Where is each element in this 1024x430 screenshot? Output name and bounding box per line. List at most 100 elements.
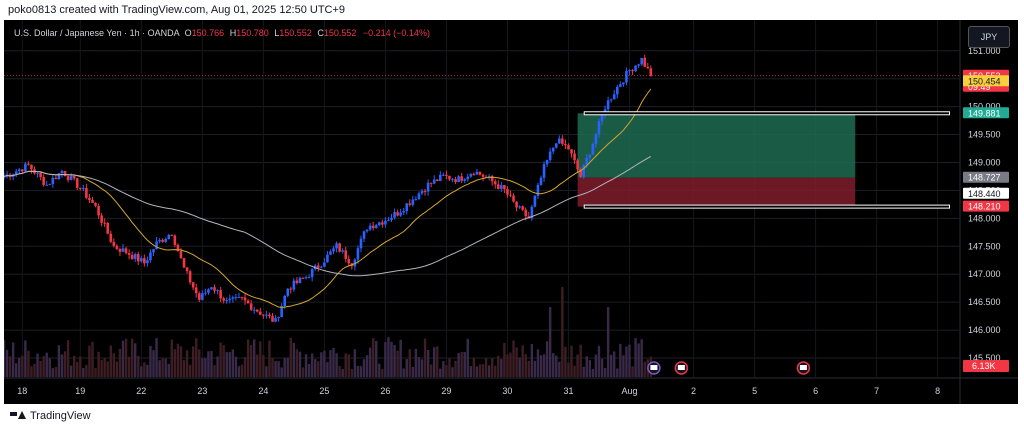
volume-bar (60, 354, 64, 377)
candle (149, 249, 152, 263)
candle-body (643, 57, 647, 67)
volume-bar (8, 356, 12, 377)
price-tick-label: 150.000 (968, 102, 1001, 112)
candle-body (45, 184, 49, 186)
volume-label-badge (963, 360, 1009, 372)
volume-bar (286, 357, 289, 377)
candle-body (97, 205, 100, 216)
candle (97, 203, 100, 219)
candle (222, 296, 225, 304)
candle (615, 84, 619, 99)
stop-loss-zone[interactable] (577, 177, 856, 207)
time-tick-label: 31 (563, 386, 573, 396)
volume-bar (33, 363, 36, 377)
slow-moving-average-line (4, 156, 652, 277)
candle (36, 171, 39, 178)
time-tick-label: 18 (17, 386, 27, 396)
candle-body (167, 234, 171, 239)
candle (493, 179, 497, 189)
volume-bar (561, 287, 564, 377)
candle-body (472, 174, 476, 176)
volume-bar (320, 352, 323, 377)
candle (66, 175, 70, 183)
candle (143, 254, 146, 267)
candle (402, 207, 405, 215)
currency-button[interactable]: JPY (968, 26, 1010, 48)
candle (628, 69, 631, 76)
price-tick-label: 151.000 (968, 46, 1001, 56)
candle (457, 175, 460, 183)
candle (225, 297, 229, 304)
candle-body (133, 254, 137, 259)
candle-body (286, 288, 290, 296)
volume-bar (234, 356, 238, 377)
volume-bar (167, 363, 170, 377)
volume-bar (57, 345, 61, 377)
take-profit-zone[interactable] (577, 113, 856, 178)
volume-bar (463, 352, 466, 377)
position-tool[interactable] (577, 113, 856, 207)
event-markers[interactable] (647, 361, 811, 375)
time-axis[interactable]: 18 19 22 23 24 25 26 29 30 31 Aug 2 5 6 7 8 (17, 386, 940, 396)
price-chart[interactable]: 151.000150.500150.000149.500149.000148.5… (4, 20, 1018, 404)
volume-bar (475, 366, 479, 377)
tradingview-logo[interactable]: TradingView (10, 410, 91, 422)
candle (164, 237, 168, 243)
candle (42, 174, 45, 187)
candle-body (326, 254, 329, 263)
candle-body (341, 250, 344, 252)
candle (100, 212, 103, 227)
candle-body (402, 211, 405, 213)
volume-bar (545, 341, 549, 377)
candle-body (219, 290, 222, 299)
volume-bar (127, 356, 131, 377)
candle-body (298, 277, 302, 283)
volume-bar (552, 353, 555, 377)
candle (344, 246, 348, 263)
candle (377, 221, 381, 227)
volume-bar (277, 361, 280, 377)
volume-bar (594, 354, 598, 377)
volume-bar (637, 343, 640, 377)
price-label-badge (963, 107, 1009, 119)
candle-body (445, 174, 448, 176)
volume-bar (106, 361, 109, 377)
candle (27, 161, 30, 166)
candle (295, 277, 299, 285)
horizontal-levels[interactable] (4, 75, 960, 209)
candle-body (591, 143, 595, 155)
candle-body (622, 82, 625, 85)
volume-bar (439, 368, 442, 377)
candle-body (460, 176, 463, 181)
candle-body (539, 177, 543, 185)
volume-bar (640, 339, 643, 377)
candle-body (164, 238, 168, 242)
chart-frame[interactable]: 151.000150.500150.000149.500149.000148.5… (4, 20, 1018, 404)
volume-bar (210, 350, 213, 377)
volume-bar (216, 356, 219, 377)
candle (512, 193, 515, 203)
volume-bar (97, 351, 100, 377)
candle-body (170, 234, 174, 236)
candle-body (72, 175, 76, 179)
price-tick-label: 147.500 (968, 241, 1001, 251)
candle (551, 147, 555, 155)
volume-bar (27, 350, 30, 377)
volume-bar (48, 358, 51, 377)
candle (94, 202, 97, 208)
candle (82, 184, 85, 192)
price-axis[interactable]: 151.000150.500150.000149.500149.000148.5… (963, 46, 1009, 372)
volume-bar (616, 368, 619, 377)
candle (371, 221, 375, 231)
candle-body (109, 233, 113, 242)
candle-body (91, 199, 94, 203)
candle-body (94, 202, 97, 206)
volume-bar (323, 350, 326, 377)
volume-bar (274, 361, 277, 377)
low-value: 150.552 (279, 28, 312, 38)
time-tick-label: 22 (136, 386, 146, 396)
candle (515, 201, 518, 212)
candle-body (554, 143, 558, 148)
candle-body (39, 172, 42, 178)
candle (88, 193, 91, 203)
